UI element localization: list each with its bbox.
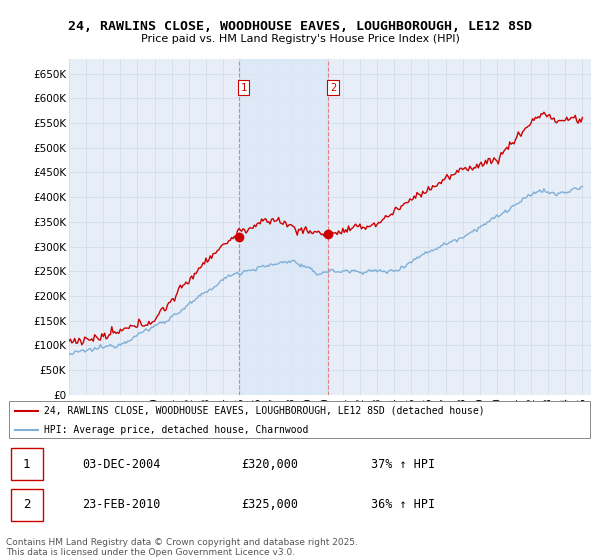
Text: 1: 1 [23, 458, 31, 470]
Text: 24, RAWLINS CLOSE, WOODHOUSE EAVES, LOUGHBOROUGH, LE12 8SD (detached house): 24, RAWLINS CLOSE, WOODHOUSE EAVES, LOUG… [44, 405, 485, 416]
Text: 37% ↑ HPI: 37% ↑ HPI [371, 458, 434, 470]
Text: Contains HM Land Registry data © Crown copyright and database right 2025.
This d: Contains HM Land Registry data © Crown c… [6, 538, 358, 557]
Text: 36% ↑ HPI: 36% ↑ HPI [371, 498, 434, 511]
Text: 03-DEC-2004: 03-DEC-2004 [82, 458, 161, 470]
Text: 2: 2 [23, 498, 31, 511]
Text: 24, RAWLINS CLOSE, WOODHOUSE EAVES, LOUGHBOROUGH, LE12 8SD: 24, RAWLINS CLOSE, WOODHOUSE EAVES, LOUG… [68, 20, 532, 32]
Text: Price paid vs. HM Land Registry's House Price Index (HPI): Price paid vs. HM Land Registry's House … [140, 34, 460, 44]
Bar [11, 449, 43, 480]
Text: 1: 1 [241, 83, 247, 93]
Text: £320,000: £320,000 [241, 458, 298, 470]
Bar [11, 489, 43, 521]
Text: £325,000: £325,000 [241, 498, 298, 511]
Bar [239, 59, 328, 395]
Text: HPI: Average price, detached house, Charnwood: HPI: Average price, detached house, Char… [44, 424, 308, 435]
Text: 23-FEB-2010: 23-FEB-2010 [82, 498, 161, 511]
Text: 2: 2 [330, 83, 336, 93]
